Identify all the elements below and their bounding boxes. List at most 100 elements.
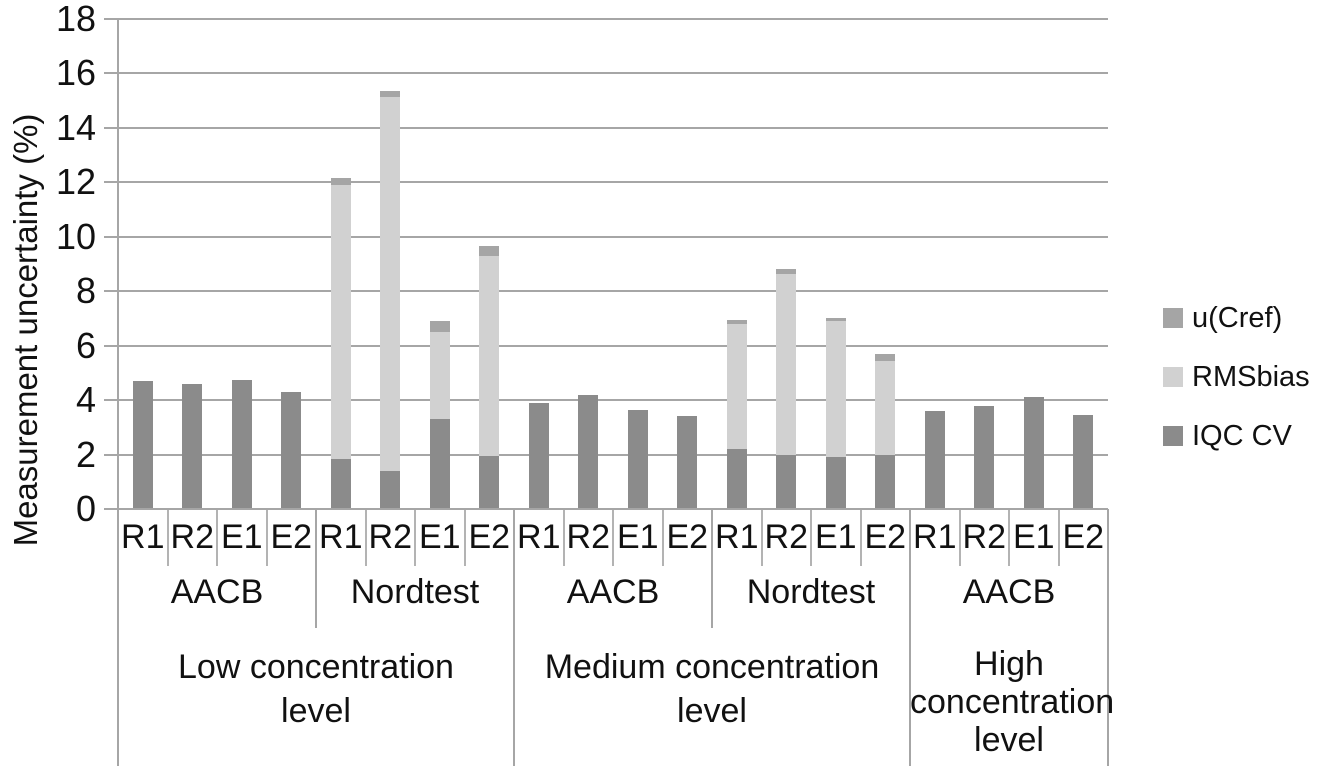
bar-segment-iqc-cv — [281, 391, 302, 509]
gridline — [118, 72, 1108, 75]
legend-label: IQC CV — [1192, 420, 1292, 452]
category-tick-separator — [1008, 509, 1010, 566]
y-axis-line — [117, 19, 119, 766]
x-tick-label: E2 — [666, 518, 709, 556]
y-tick-label: 18 — [55, 0, 96, 39]
y-axis-tick — [104, 235, 124, 238]
category-tick-separator — [364, 509, 367, 566]
bar-segment-iqc-cv — [1023, 397, 1044, 509]
category-tick-separator — [958, 509, 961, 566]
y-axis-tick — [104, 126, 124, 129]
bar-segment-iqc-cv — [479, 455, 500, 509]
category-tick-separator — [661, 509, 664, 566]
category-tick-separator — [859, 509, 862, 566]
legend-label: RMSbias — [1192, 361, 1310, 393]
bar-segment-iqc-cv — [380, 470, 401, 509]
bar-segment-iqc-cv — [726, 449, 747, 509]
method-group-separator — [315, 509, 317, 628]
gridline — [118, 344, 1108, 347]
bar-segment-rmsbias — [726, 323, 747, 450]
concentration-group-label-line: level — [281, 692, 351, 730]
concentration-group-label-line: level — [677, 692, 747, 730]
category-tick-separator — [810, 509, 812, 566]
x-tick-label: R1 — [715, 518, 759, 556]
bar-segment-rmsbias — [776, 273, 797, 455]
x-tick-label: R1 — [517, 518, 561, 556]
y-axis-tick — [104, 344, 124, 347]
bar-segment-iqc-cv — [330, 458, 351, 509]
bar-segment-rmsbias — [479, 255, 500, 456]
bar-segment-u-cref- — [380, 91, 401, 97]
category-tick-separator — [463, 509, 466, 566]
method-group-label: AACB — [170, 573, 264, 611]
category-tick-separator — [562, 509, 565, 566]
bar-segment-u-cref- — [330, 178, 351, 186]
bar-segment-iqc-cv — [132, 381, 153, 509]
y-axis-tick — [104, 181, 124, 184]
x-tick-label: R2 — [368, 518, 412, 556]
method-group-label: Nordtest — [350, 573, 480, 611]
bar-segment-iqc-cv — [627, 409, 648, 509]
category-tick-separator — [166, 509, 169, 566]
bar-segment-rmsbias — [380, 96, 401, 471]
y-tick-label: 12 — [55, 161, 96, 203]
bar-segment-u-cref- — [429, 321, 450, 333]
bar-segment-iqc-cv — [231, 379, 252, 509]
gridline — [118, 290, 1108, 293]
gridline — [118, 18, 1108, 20]
x-tick-label: E1 — [1012, 518, 1055, 556]
concentration-group-separator — [1107, 509, 1109, 766]
bar-segment-u-cref- — [825, 318, 846, 322]
legend-swatch-rmsbias — [1163, 367, 1183, 387]
gridline — [118, 453, 1108, 456]
x-tick-label: R1 — [121, 518, 165, 556]
category-tick-separator — [265, 509, 268, 566]
bar-segment-iqc-cv — [1073, 415, 1094, 509]
gridline — [118, 181, 1108, 184]
y-tick-label: 14 — [55, 106, 96, 148]
concentration-group-label: Medium concentration level — [514, 645, 910, 733]
y-axis-tick — [104, 290, 124, 293]
x-tick-label: E2 — [468, 518, 511, 556]
x-tick-label: E2 — [864, 518, 907, 556]
method-group-label: AACB — [566, 573, 660, 611]
bar-segment-u-cref- — [776, 269, 797, 274]
concentration-group-label-line: Low concentration — [178, 648, 454, 686]
x-tick-label: R2 — [170, 518, 214, 556]
x-axis-line — [110, 508, 1108, 510]
category-tick-separator — [760, 509, 763, 566]
gridline — [118, 235, 1108, 238]
bar-segment-iqc-cv — [825, 457, 846, 509]
x-tick-label: E1 — [616, 518, 659, 556]
bar-segment-iqc-cv — [182, 383, 203, 509]
method-group-label: Nordtest — [746, 573, 876, 611]
gridline — [118, 126, 1108, 129]
legend-swatch-u-cref- — [1163, 308, 1183, 328]
x-tick-label: R1 — [913, 518, 957, 556]
bar-segment-rmsbias — [875, 360, 896, 455]
x-tick-label: R2 — [962, 518, 1006, 556]
bar-segment-u-cref- — [479, 246, 500, 256]
x-tick-label: R2 — [764, 518, 808, 556]
bar-segment-rmsbias — [825, 321, 846, 458]
category-tick-separator — [1057, 509, 1060, 566]
bar-segment-u-cref- — [875, 353, 896, 361]
y-axis-tick — [104, 453, 124, 456]
x-tick-label: E1 — [220, 518, 263, 556]
bar-segment-rmsbias — [330, 185, 351, 459]
concentration-group-separator — [909, 509, 911, 766]
bar-segment-iqc-cv — [776, 454, 797, 509]
y-axis-tick — [104, 18, 124, 20]
category-tick-separator — [612, 509, 614, 566]
y-tick-label: 2 — [75, 433, 96, 475]
legend-swatch-iqc-cv — [1163, 426, 1183, 446]
concentration-group-label-line: level — [974, 721, 1044, 759]
bar-segment-iqc-cv — [578, 394, 599, 509]
y-tick-label: 10 — [55, 215, 96, 257]
legend-label: u(Cref) — [1192, 302, 1283, 334]
bar-segment-u-cref- — [726, 319, 747, 324]
bar-segment-iqc-cv — [974, 405, 995, 509]
